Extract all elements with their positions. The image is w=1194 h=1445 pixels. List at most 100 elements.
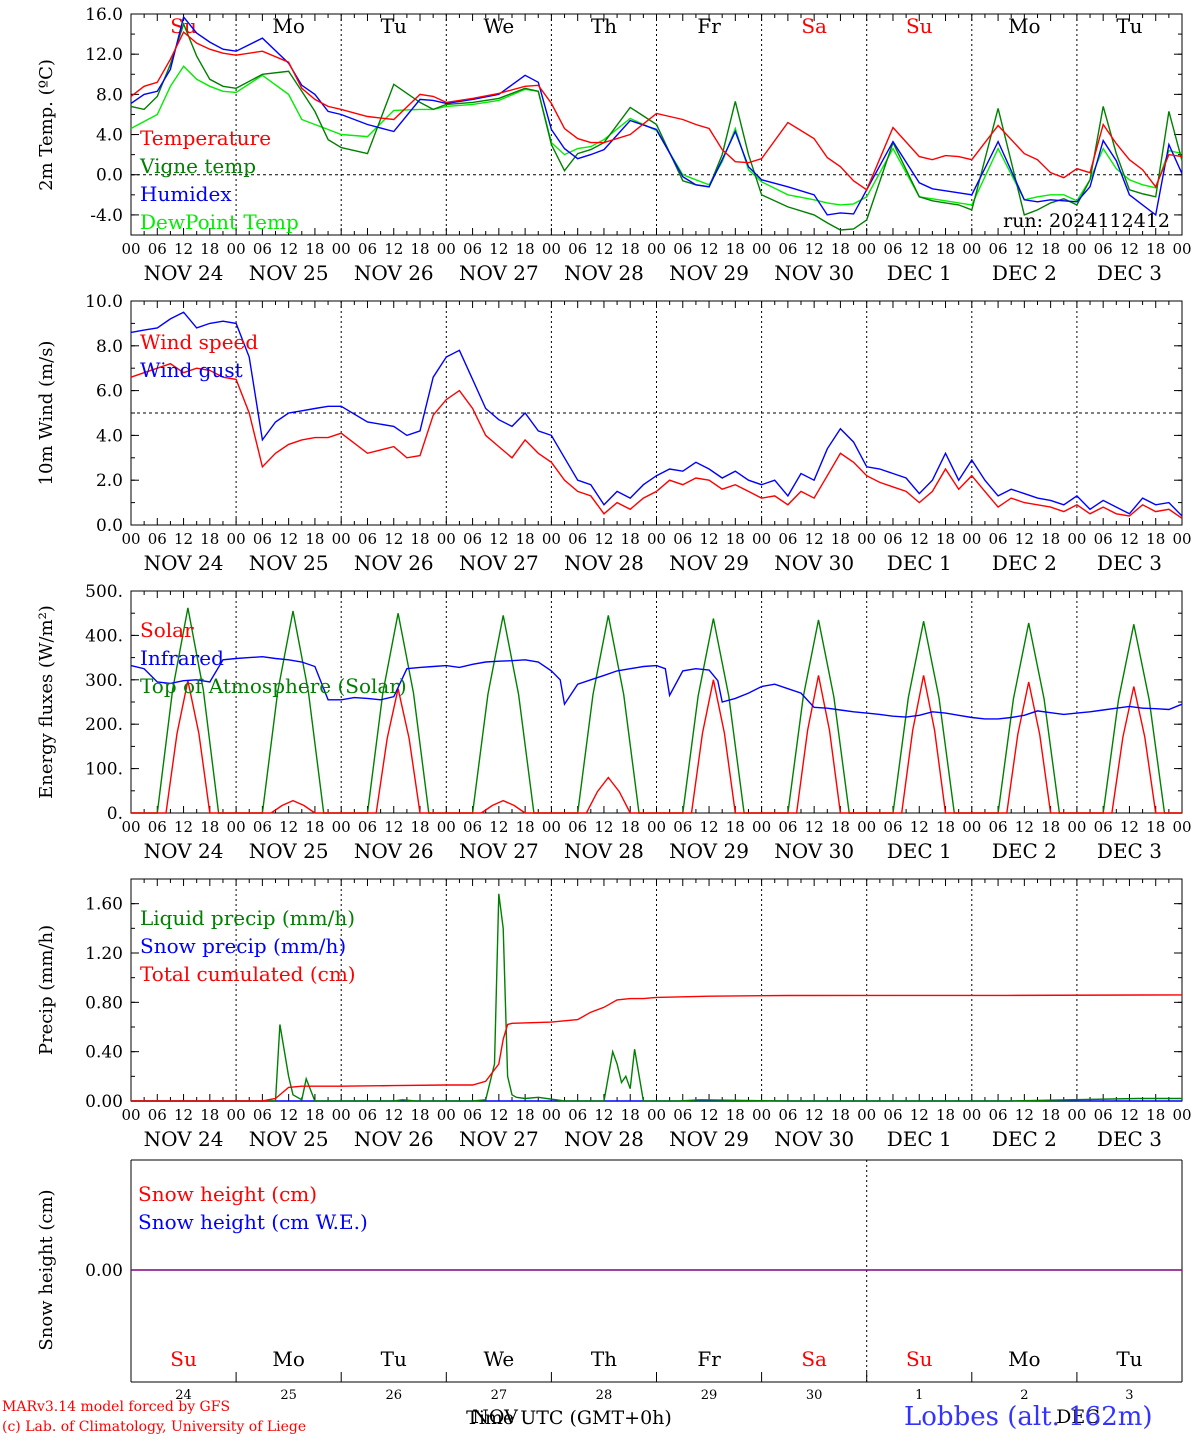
precip-hour-tick-label: 12	[594, 1106, 613, 1124]
precip-hour-tick-label: 00	[1067, 1106, 1086, 1124]
precip-legend-2: Snow precip (mm/h)	[140, 934, 346, 958]
temp-hour-tick-label: 06	[778, 240, 797, 258]
wind-hour-tick-label: 00	[1172, 530, 1191, 548]
temp-date-label: NOV 26	[354, 261, 434, 285]
precip-date-label: NOV 24	[144, 1127, 224, 1151]
snow-weekday-label: Th	[591, 1347, 617, 1371]
wind-hour-tick-label: 06	[463, 530, 482, 548]
temp-date-label: NOV 29	[669, 261, 749, 285]
energy-hour-tick-label: 18	[1146, 818, 1165, 836]
wind-date-label: NOV 24	[144, 551, 224, 575]
temp-series-line	[130, 65, 1183, 206]
precip-hour-tick-label: 06	[148, 1106, 167, 1124]
lab-credit-line: (c) Lab. of Climatology, University of L…	[2, 1419, 307, 1435]
month-label-nov: NOV	[472, 1406, 518, 1428]
precip-hour-tick-label: 06	[358, 1106, 377, 1124]
snow-day-number: 29	[701, 1388, 718, 1403]
wind-y-tick-label: 6.0	[96, 382, 123, 402]
snow-day-number: 3	[1125, 1388, 1133, 1403]
precip-hour-tick-label: 00	[1172, 1106, 1191, 1124]
precip-hour-tick-label: 18	[516, 1106, 535, 1124]
precip-hour-tick-label: 00	[857, 1106, 876, 1124]
wind-hour-tick-label: 06	[673, 530, 692, 548]
energy-hour-tick-label: 12	[910, 818, 929, 836]
wind-hour-tick-label: 18	[621, 530, 640, 548]
precip-hour-tick-label: 06	[883, 1106, 902, 1124]
wind-hour-tick-label: 12	[594, 530, 613, 548]
snow-weekday-label: Tu	[381, 1347, 407, 1371]
energy-hour-tick-label: 06	[568, 818, 587, 836]
precip-y-tick-label: 0.40	[85, 1043, 123, 1063]
energy-hour-tick-label: 12	[1120, 818, 1139, 836]
wind-y-axis-label: 10m Wind (m/s)	[36, 341, 57, 486]
temp-hour-tick-label: 00	[437, 240, 456, 258]
wind-hour-tick-label: 00	[752, 530, 771, 548]
wind-hour-tick-label: 06	[568, 530, 587, 548]
temp-y-tick-label: 12.0	[85, 45, 123, 65]
temp-legend-3: Humidex	[140, 182, 232, 206]
wind-hour-tick-label: 00	[227, 530, 246, 548]
wind-hour-tick-label: 06	[1094, 530, 1113, 548]
wind-hour-tick-label: 06	[883, 530, 902, 548]
wind-hour-tick-label: 18	[1146, 530, 1165, 548]
energy-hour-tick-label: 06	[1094, 818, 1113, 836]
temp-hour-tick-label: 18	[1146, 240, 1165, 258]
energy-hour-tick-label: 06	[463, 818, 482, 836]
energy-date-label: NOV 27	[459, 839, 539, 863]
wind-date-label: NOV 27	[459, 551, 539, 575]
energy-hour-tick-label: 00	[437, 818, 456, 836]
energy-date-label: NOV 25	[249, 839, 329, 863]
precip-date-label: NOV 28	[564, 1127, 644, 1151]
temp-date-label: NOV 24	[144, 261, 224, 285]
temp-hour-tick-label: 18	[936, 240, 955, 258]
precip-hour-tick-label: 18	[1041, 1106, 1060, 1124]
energy-hour-tick-label: 00	[227, 818, 246, 836]
precip-hour-tick-label: 18	[936, 1106, 955, 1124]
precip-hour-tick-label: 00	[227, 1106, 246, 1124]
precip-hour-tick-label: 06	[253, 1106, 272, 1124]
temp-series-line	[130, 30, 1183, 191]
energy-date-label: DEC 1	[887, 839, 952, 863]
precip-date-label: NOV 30	[774, 1127, 854, 1151]
snow-weekday-label: Tu	[1116, 1347, 1142, 1371]
energy-hour-tick-label: 12	[700, 818, 719, 836]
precip-hour-tick-label: 06	[463, 1106, 482, 1124]
energy-y-tick-label: 200.	[85, 715, 123, 735]
snow-weekday-label: We	[483, 1347, 514, 1371]
temp-date-label: NOV 28	[564, 261, 644, 285]
wind-y-tick-label: 2.0	[96, 471, 123, 491]
precip-hour-tick-label: 18	[305, 1106, 324, 1124]
snow-day-number: 1	[915, 1388, 923, 1403]
wind-hour-tick-label: 12	[1015, 530, 1034, 548]
energy-hour-tick-label: 00	[647, 818, 666, 836]
wind-hour-tick-label: 18	[936, 530, 955, 548]
temp-hour-tick-label: 00	[1172, 240, 1191, 258]
wind-hour-tick-label: 18	[305, 530, 324, 548]
temp-hour-tick-label: 12	[1015, 240, 1034, 258]
precip-y-tick-label: 0.00	[85, 1092, 123, 1112]
temp-legend-1: Temperature	[140, 126, 271, 150]
temp-hour-tick-label: 00	[1067, 240, 1086, 258]
temp-legend-4: DewPoint Temp	[140, 210, 299, 234]
energy-hour-tick-label: 12	[805, 818, 824, 836]
wind-hour-tick-label: 12	[489, 530, 508, 548]
wind-date-label: NOV 28	[564, 551, 644, 575]
snow-day-number: 24	[175, 1388, 192, 1403]
temp-y-tick-label: 0.0	[96, 166, 123, 186]
temp-hour-tick-label: 12	[805, 240, 824, 258]
energy-hour-tick-label: 12	[174, 818, 193, 836]
temp-weekday-label: Mo	[272, 14, 305, 38]
wind-hour-tick-label: 00	[962, 530, 981, 548]
temp-hour-tick-label: 06	[989, 240, 1008, 258]
energy-hour-tick-label: 06	[253, 818, 272, 836]
wind-hour-tick-label: 18	[831, 530, 850, 548]
energy-hour-tick-label: 12	[279, 818, 298, 836]
temp-legend-2: Vigne temp	[139, 154, 256, 178]
wind-y-tick-label: 8.0	[96, 337, 123, 357]
temp-weekday-label: Th	[591, 14, 617, 38]
temp-weekday-label: We	[483, 14, 514, 38]
temp-hour-tick-label: 12	[910, 240, 929, 258]
snow-weekday-label: Su	[170, 1347, 197, 1371]
precip-y-tick-label: 0.80	[85, 993, 123, 1013]
precip-date-label: DEC 2	[992, 1127, 1057, 1151]
